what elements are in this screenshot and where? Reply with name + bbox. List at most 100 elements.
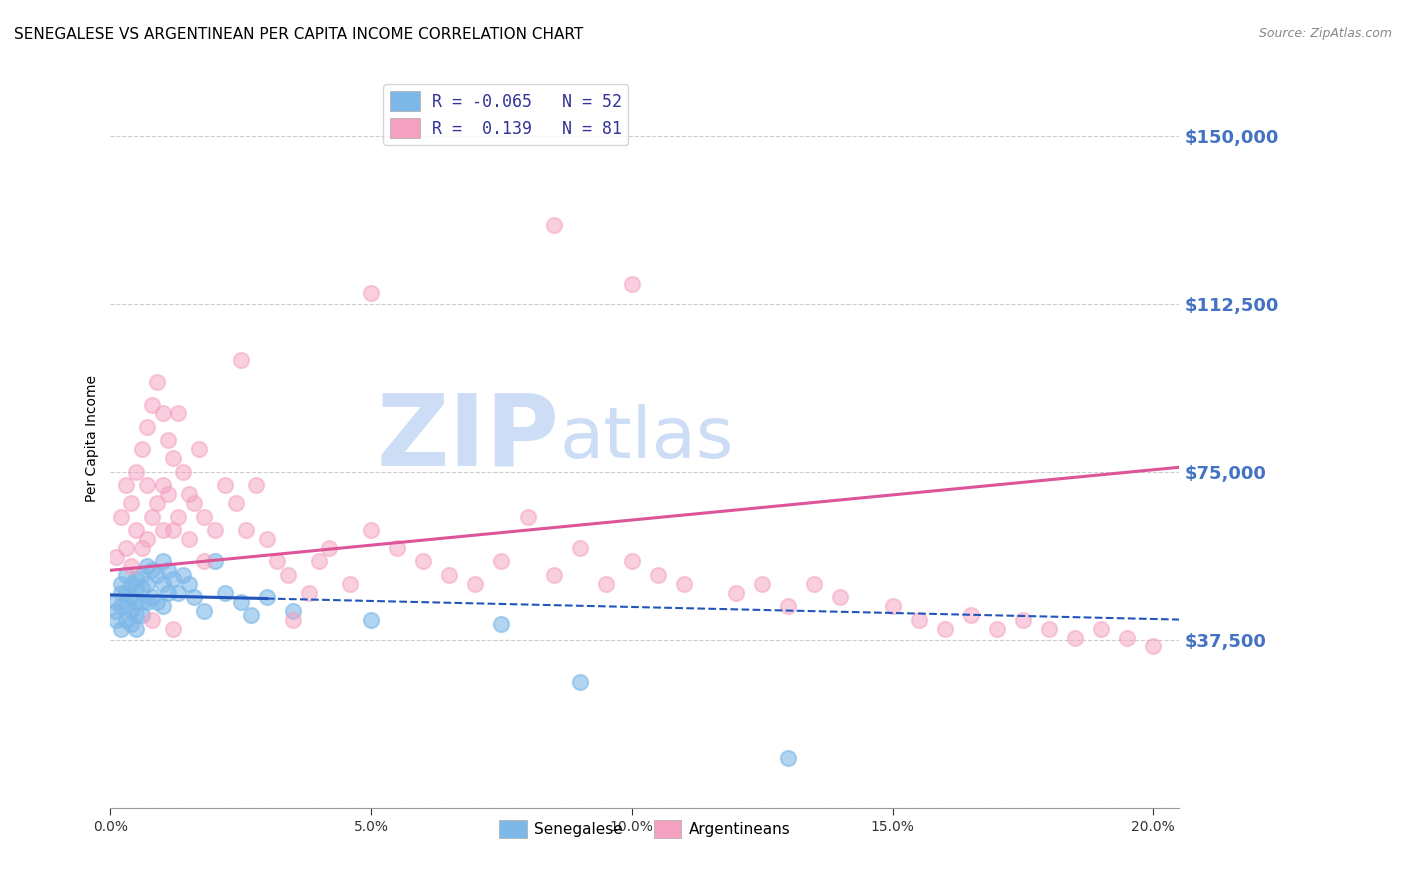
Point — [152, 576, 174, 591]
Point — [595, 576, 617, 591]
Point — [115, 541, 138, 555]
Point — [778, 751, 800, 765]
Point — [281, 613, 304, 627]
Point — [141, 613, 163, 627]
Point — [266, 554, 288, 568]
Point — [125, 523, 148, 537]
Point — [120, 617, 142, 632]
Point — [110, 599, 132, 614]
Text: atlas: atlas — [560, 404, 734, 473]
Point — [177, 487, 200, 501]
Point — [104, 595, 127, 609]
Point — [135, 558, 157, 573]
Point — [120, 604, 142, 618]
Point — [156, 434, 179, 448]
Point — [152, 478, 174, 492]
Point — [235, 523, 257, 537]
Point — [360, 523, 382, 537]
Point — [214, 478, 236, 492]
Point — [146, 375, 169, 389]
Point — [152, 407, 174, 421]
Point — [229, 595, 252, 609]
Point — [1064, 631, 1087, 645]
Point — [104, 604, 127, 618]
Point — [214, 585, 236, 599]
Point — [131, 567, 153, 582]
Point — [131, 608, 153, 623]
Point — [543, 567, 565, 582]
Legend: Senegalese, Argentineans: Senegalese, Argentineans — [494, 814, 797, 845]
Point — [193, 554, 215, 568]
Point — [318, 541, 340, 555]
Point — [1142, 640, 1164, 654]
Point — [152, 554, 174, 568]
Point — [934, 622, 956, 636]
Point — [162, 523, 184, 537]
Point — [882, 599, 904, 614]
Point — [162, 572, 184, 586]
Point — [125, 595, 148, 609]
Point — [141, 398, 163, 412]
Point — [516, 509, 538, 524]
Point — [162, 622, 184, 636]
Point — [141, 509, 163, 524]
Point — [778, 599, 800, 614]
Point — [120, 496, 142, 510]
Point — [131, 595, 153, 609]
Point — [115, 613, 138, 627]
Point — [245, 478, 267, 492]
Point — [308, 554, 330, 568]
Point — [167, 509, 190, 524]
Point — [125, 622, 148, 636]
Point — [110, 509, 132, 524]
Point — [360, 613, 382, 627]
Point — [751, 576, 773, 591]
Point — [156, 585, 179, 599]
Point — [135, 595, 157, 609]
Point — [568, 541, 591, 555]
Point — [115, 599, 138, 614]
Point — [146, 595, 169, 609]
Point — [172, 465, 194, 479]
Point — [360, 285, 382, 300]
Point — [620, 554, 643, 568]
Point — [115, 478, 138, 492]
Point — [183, 496, 205, 510]
Point — [1116, 631, 1139, 645]
Point — [647, 567, 669, 582]
Point — [135, 420, 157, 434]
Point — [204, 554, 226, 568]
Point — [177, 532, 200, 546]
Point — [131, 581, 153, 595]
Point — [125, 608, 148, 623]
Point — [204, 523, 226, 537]
Point — [167, 585, 190, 599]
Point — [162, 451, 184, 466]
Point — [1090, 622, 1112, 636]
Point — [830, 590, 852, 604]
Text: ZIP: ZIP — [377, 390, 560, 487]
Point — [277, 567, 299, 582]
Point — [120, 590, 142, 604]
Point — [120, 558, 142, 573]
Point — [131, 541, 153, 555]
Point — [152, 523, 174, 537]
Point — [907, 613, 929, 627]
Point — [193, 604, 215, 618]
Point — [986, 622, 1008, 636]
Point — [141, 590, 163, 604]
Point — [281, 604, 304, 618]
Point — [229, 352, 252, 367]
Point — [135, 576, 157, 591]
Point — [256, 590, 278, 604]
Point — [188, 442, 211, 457]
Point — [225, 496, 247, 510]
Point — [125, 572, 148, 586]
Point — [135, 532, 157, 546]
Point — [568, 675, 591, 690]
Point — [125, 581, 148, 595]
Point — [177, 576, 200, 591]
Point — [110, 585, 132, 599]
Point — [152, 599, 174, 614]
Point — [297, 585, 319, 599]
